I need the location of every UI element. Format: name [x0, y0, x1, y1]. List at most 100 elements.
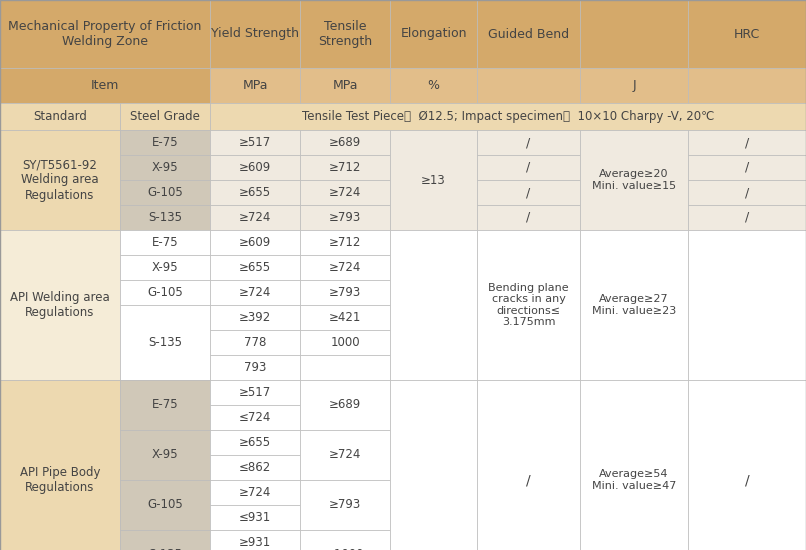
Bar [390, 380, 477, 550]
Text: ≥655: ≥655 [239, 261, 271, 274]
Bar [477, 0, 580, 68]
Text: MPa: MPa [332, 79, 358, 92]
Text: ≥724: ≥724 [329, 448, 361, 461]
Bar [120, 103, 210, 130]
Text: API Pipe Body
Regulations: API Pipe Body Regulations [20, 466, 100, 494]
Bar [210, 355, 300, 380]
Bar [300, 305, 390, 330]
Text: G-105: G-105 [147, 498, 183, 512]
Bar [477, 380, 580, 550]
Text: /: / [745, 473, 750, 487]
Text: /: / [526, 186, 530, 199]
Text: E-75: E-75 [152, 236, 178, 249]
Bar [210, 255, 300, 280]
Text: X-95: X-95 [152, 161, 178, 174]
Text: HRC: HRC [734, 28, 760, 41]
Text: /: / [526, 161, 530, 174]
Text: /: / [526, 473, 531, 487]
Text: ≥712: ≥712 [329, 236, 361, 249]
Bar [300, 530, 390, 550]
Text: ≥724: ≥724 [239, 211, 271, 224]
Bar [120, 255, 210, 280]
Text: ≥931: ≥931 [239, 536, 271, 549]
Text: G-105: G-105 [147, 186, 183, 199]
Bar [580, 68, 688, 103]
Bar [390, 230, 477, 380]
Bar [120, 230, 210, 255]
Text: Mechanical Property of Friction
Welding Zone: Mechanical Property of Friction Welding … [8, 20, 202, 48]
Bar [120, 280, 210, 305]
Text: /: / [745, 161, 749, 174]
Text: ≥689: ≥689 [329, 136, 361, 149]
Text: Tensile Test Piece：  Ø12.5; Impact specimen：  10×10 Charpy -V, 20℃: Tensile Test Piece： Ø12.5; Impact specim… [301, 110, 714, 123]
Bar [120, 155, 210, 180]
Bar [210, 155, 300, 180]
Bar [300, 255, 390, 280]
Text: ≥517: ≥517 [239, 386, 271, 399]
Bar [300, 230, 390, 255]
Bar [688, 180, 806, 205]
Bar [210, 530, 300, 550]
Bar [0, 103, 120, 130]
Bar [0, 0, 210, 68]
Bar [120, 205, 210, 230]
Text: ≤931: ≤931 [239, 511, 271, 524]
Text: X-95: X-95 [152, 261, 178, 274]
Bar [390, 68, 477, 103]
Bar [300, 280, 390, 305]
Text: Average≥27
Mini. value≥23: Average≥27 Mini. value≥23 [592, 294, 676, 316]
Bar [477, 68, 580, 103]
Bar [300, 380, 390, 430]
Bar [120, 430, 210, 480]
Bar [688, 380, 806, 550]
Bar [477, 180, 580, 205]
Text: S-135: S-135 [148, 548, 182, 550]
Bar [120, 530, 210, 550]
Bar [210, 0, 300, 68]
Text: ≥13: ≥13 [421, 173, 446, 186]
Text: ≥1000: ≥1000 [326, 548, 365, 550]
Text: ≥609: ≥609 [239, 161, 271, 174]
Bar [120, 380, 210, 430]
Text: ≥655: ≥655 [239, 186, 271, 199]
Text: ≥689: ≥689 [329, 399, 361, 411]
Text: Elongation: Elongation [401, 28, 467, 41]
Text: Item: Item [91, 79, 119, 92]
Bar [688, 130, 806, 155]
Bar [300, 205, 390, 230]
Text: MPa: MPa [243, 79, 268, 92]
Bar [0, 68, 210, 103]
Bar [210, 380, 300, 405]
Bar [477, 155, 580, 180]
Bar [120, 130, 210, 155]
Text: ≥793: ≥793 [329, 211, 361, 224]
Text: ≥421: ≥421 [329, 311, 361, 324]
Bar [300, 480, 390, 530]
Text: ≥793: ≥793 [329, 498, 361, 512]
Text: ≥793: ≥793 [329, 286, 361, 299]
Bar [300, 180, 390, 205]
Bar [210, 505, 300, 530]
Bar [300, 155, 390, 180]
Text: Average≥54
Mini. value≥47: Average≥54 Mini. value≥47 [592, 469, 676, 491]
Bar [210, 180, 300, 205]
Text: 1000: 1000 [330, 336, 359, 349]
Bar [210, 230, 300, 255]
Text: ≥724: ≥724 [329, 186, 361, 199]
Bar [120, 480, 210, 530]
Text: E-75: E-75 [152, 136, 178, 149]
Bar [477, 130, 580, 155]
Text: 778: 778 [243, 336, 266, 349]
Bar [300, 130, 390, 155]
Bar [210, 280, 300, 305]
Text: G-105: G-105 [147, 286, 183, 299]
Bar [0, 380, 120, 550]
Bar [390, 0, 477, 68]
Text: %: % [427, 79, 439, 92]
Text: ≥655: ≥655 [239, 436, 271, 449]
Text: ≥609: ≥609 [239, 236, 271, 249]
Bar [300, 68, 390, 103]
Text: ≤724: ≤724 [239, 411, 271, 424]
Text: Standard: Standard [33, 110, 87, 123]
Bar [688, 0, 806, 68]
